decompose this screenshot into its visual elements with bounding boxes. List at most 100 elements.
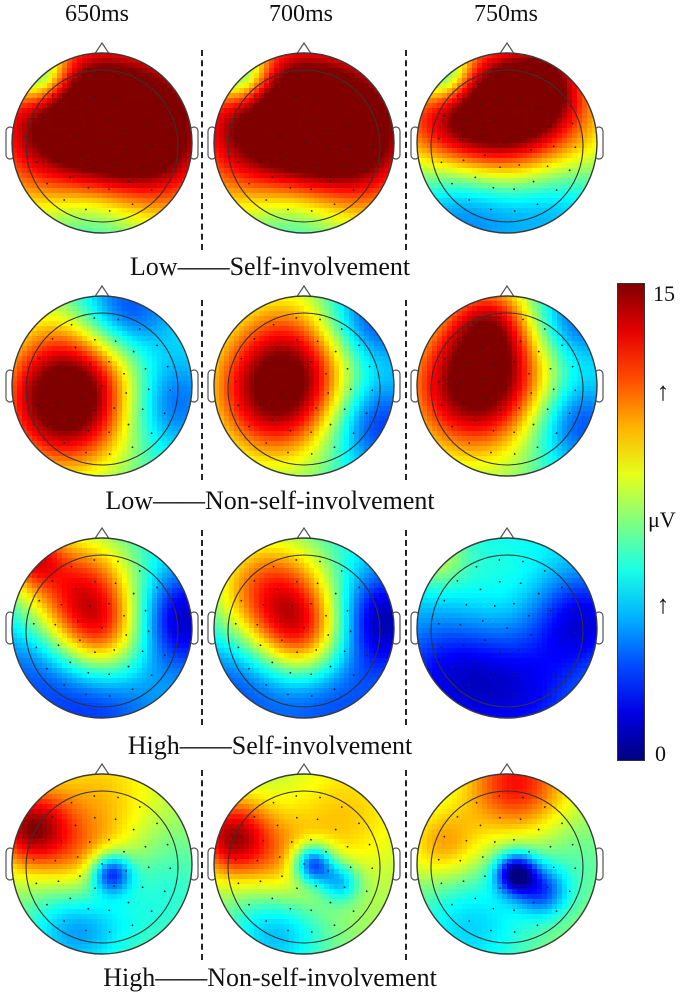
electrode-dot	[259, 880, 262, 883]
electrode-dot	[253, 815, 256, 818]
electrode-dot	[32, 622, 35, 625]
electrode-dot	[278, 620, 281, 622]
condition-label-high-nonself: High——Non-self-involvement	[103, 963, 437, 992]
electrode-dot	[479, 588, 482, 591]
electrode-dot	[303, 142, 305, 144]
electrode-dot	[123, 614, 125, 617]
electrode-dot	[316, 97, 319, 100]
electrode-dot	[537, 107, 540, 110]
separator-line	[201, 530, 203, 725]
electrode-dot	[352, 432, 355, 435]
electrode-dot	[333, 203, 336, 206]
electrode-dot	[325, 129, 327, 132]
electrode-dot	[543, 570, 546, 572]
scalp-contour	[430, 554, 584, 708]
electrode-dot	[546, 650, 549, 653]
electrode-dot	[468, 199, 471, 201]
electrode-dot	[437, 622, 440, 625]
electrode-dot	[492, 186, 495, 189]
scalp-contour	[25, 554, 179, 708]
electrode-dot	[528, 372, 530, 375]
electrode-dot	[459, 381, 462, 384]
scalp-contour	[227, 790, 381, 944]
electrode-dot	[437, 137, 440, 140]
electrode-dot	[465, 118, 468, 121]
electrode-dot	[123, 850, 125, 853]
electrode-dot	[57, 644, 60, 647]
electrode-dot	[256, 138, 259, 141]
electrode-dot	[117, 796, 119, 799]
electrode-dot	[513, 673, 516, 676]
electrode-dot	[289, 671, 292, 674]
electrode-dot	[125, 392, 128, 394]
electrode-dot	[352, 910, 355, 913]
electrode-dot	[272, 565, 275, 568]
electrode-dot	[549, 124, 552, 127]
electrode-dot	[150, 432, 153, 435]
head-outline	[213, 773, 395, 955]
electrode-dot	[303, 863, 305, 865]
electrode-dot	[549, 609, 552, 612]
electrode-dot	[114, 97, 117, 100]
electrode-dot	[549, 367, 552, 370]
electrode-dot	[365, 412, 368, 415]
electrode-dot	[150, 189, 153, 192]
topomap-3-1	[207, 762, 401, 955]
electrode-dot	[94, 651, 96, 654]
electrode-dot	[113, 885, 116, 887]
electrode-dot	[234, 380, 237, 383]
electrode-dot	[513, 431, 516, 434]
electrode-dot	[319, 318, 321, 321]
separator-line	[405, 300, 407, 480]
electrode-dot	[371, 867, 374, 870]
electrode-dot	[169, 146, 172, 149]
electrode-dot	[60, 839, 63, 842]
electrode-dot	[443, 357, 446, 360]
separator-line	[405, 50, 407, 250]
electrode-dot	[46, 182, 48, 185]
electrode-dot	[141, 165, 144, 168]
electrode-dot	[278, 378, 281, 380]
electrode-dot	[499, 409, 501, 412]
electrode-dot	[519, 818, 522, 821]
electrode-dot	[498, 317, 501, 319]
electrode-dot	[568, 412, 571, 415]
electrode-dot	[144, 609, 147, 612]
electrode-dot	[295, 317, 298, 319]
electrode-dot	[94, 887, 96, 890]
electrode-dot	[63, 442, 66, 444]
condition-label-low-self: Low——Self-involvement	[129, 252, 411, 281]
electrode-dot	[530, 634, 533, 636]
electrode-dot	[352, 674, 355, 677]
scalp-contour	[25, 312, 179, 466]
electrode-dot	[462, 159, 465, 162]
electrode-dot	[451, 425, 453, 428]
electrode-dot	[240, 357, 243, 360]
electrode-dot	[340, 570, 343, 572]
electrode-dot	[492, 671, 495, 674]
topomap-1-0	[5, 284, 199, 477]
electrode-dot	[125, 634, 128, 636]
topomap-0-1	[207, 41, 401, 234]
electrode-dot	[108, 931, 111, 933]
electrode-dot	[70, 801, 73, 804]
electrode-dot	[498, 580, 501, 583]
electrode-dot	[371, 631, 374, 634]
electrode-dot	[289, 186, 292, 189]
electrode-dot	[271, 897, 274, 900]
scalp-contour	[430, 69, 584, 223]
electrode-dot	[329, 665, 332, 668]
electrode-dot	[368, 122, 371, 125]
head-outline	[213, 537, 395, 719]
electrode-dot	[108, 695, 111, 697]
electrode-dot	[108, 838, 110, 841]
electrode-dot	[108, 673, 111, 676]
electrode-dot	[513, 453, 516, 455]
scalp-contour	[430, 790, 584, 944]
electrode-dot	[114, 818, 117, 821]
electrode-dot	[498, 816, 501, 819]
electrode-dot	[456, 579, 459, 582]
electrode-dot	[537, 350, 540, 353]
electrode-dot	[474, 661, 477, 664]
electrode-dot	[349, 630, 352, 633]
